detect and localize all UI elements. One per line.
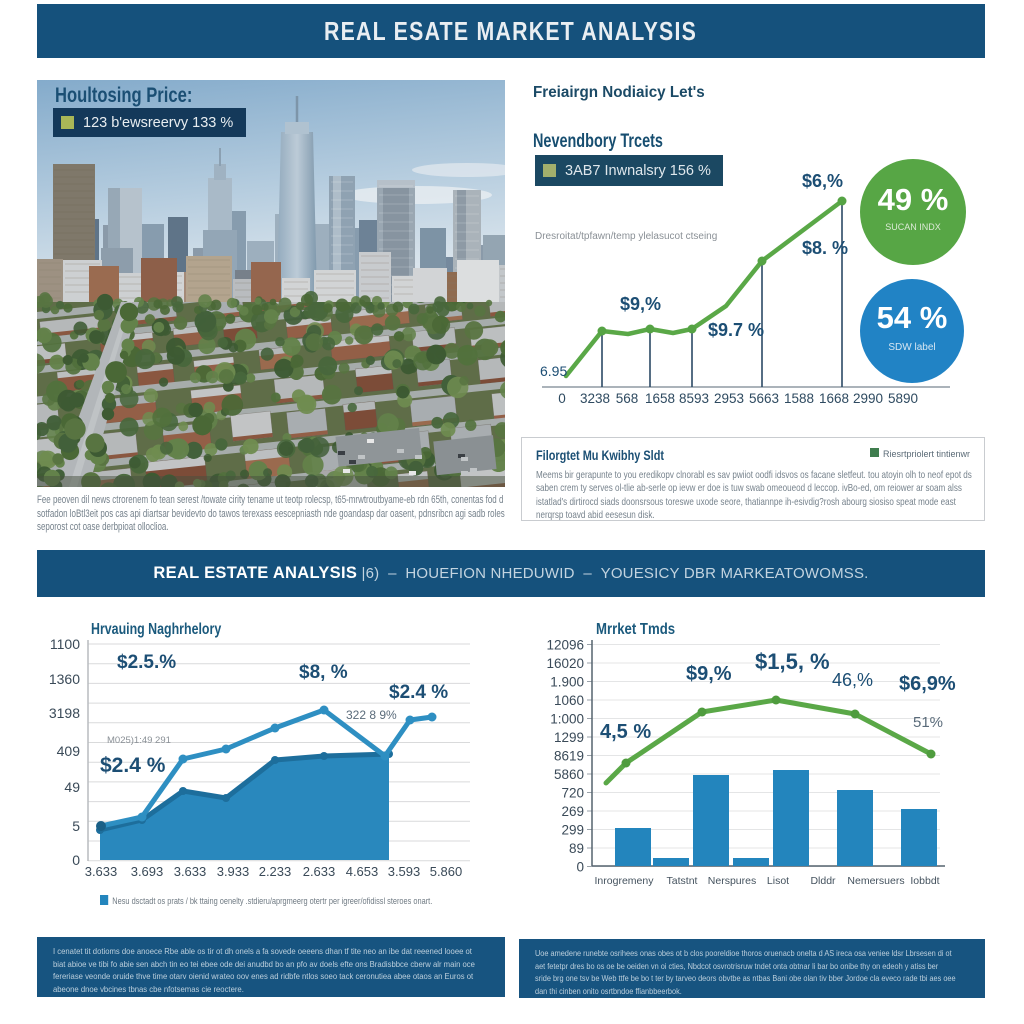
svg-text:3.693: 3.693 — [131, 864, 164, 879]
svg-text:3198: 3198 — [49, 705, 80, 721]
svg-text:0: 0 — [576, 860, 584, 875]
svg-text:4.653: 4.653 — [346, 864, 379, 879]
svg-text:8619: 8619 — [554, 749, 584, 764]
svg-text:299: 299 — [561, 823, 584, 838]
svg-text:568: 568 — [616, 391, 639, 406]
svg-text:1060: 1060 — [554, 693, 584, 708]
svg-text:5890: 5890 — [888, 391, 918, 406]
svg-text:Inrogremeny: Inrogremeny — [595, 875, 655, 887]
svg-text:3.593: 3.593 — [388, 864, 421, 879]
svg-text:1668: 1668 — [819, 391, 849, 406]
svg-text:1360: 1360 — [49, 671, 80, 687]
svg-text:269: 269 — [561, 804, 584, 819]
svg-text:Nemersuers: Nemersuers — [847, 875, 904, 887]
svg-text:2.233: 2.233 — [259, 864, 292, 879]
svg-text:720: 720 — [561, 786, 584, 801]
svg-text:409: 409 — [57, 743, 81, 759]
svg-text:1658: 1658 — [645, 391, 675, 406]
svg-text:89: 89 — [569, 841, 584, 856]
svg-text:1588: 1588 — [784, 391, 814, 406]
svg-text:5860: 5860 — [554, 767, 584, 782]
svg-text:16020: 16020 — [546, 656, 584, 671]
svg-text:Nerspures: Nerspures — [708, 875, 756, 887]
svg-text:8593: 8593 — [679, 391, 709, 406]
svg-text:5.860: 5.860 — [430, 864, 463, 879]
svg-text:12096: 12096 — [546, 638, 584, 653]
svg-text:3.633: 3.633 — [85, 864, 118, 879]
svg-text:2990: 2990 — [853, 391, 883, 406]
svg-text:49: 49 — [64, 779, 80, 795]
svg-text:Iobbdt: Iobbdt — [910, 875, 939, 887]
svg-text:Lisot: Lisot — [767, 875, 789, 887]
svg-text:1299: 1299 — [554, 730, 584, 745]
svg-text:1100: 1100 — [50, 636, 80, 652]
svg-text:1:000: 1:000 — [550, 712, 584, 727]
svg-text:3238: 3238 — [580, 391, 610, 406]
svg-text:5: 5 — [72, 818, 80, 834]
svg-text:3.633: 3.633 — [174, 864, 207, 879]
svg-text:5663: 5663 — [749, 391, 779, 406]
svg-text:3.933: 3.933 — [217, 864, 250, 879]
svg-text:2953: 2953 — [714, 391, 744, 406]
svg-text:1.900: 1.900 — [550, 675, 584, 690]
svg-text:0: 0 — [72, 852, 80, 868]
svg-text:Dlddr: Dlddr — [810, 875, 836, 887]
svg-text:Tatstnt: Tatstnt — [667, 875, 698, 887]
svg-text:0: 0 — [558, 391, 566, 406]
svg-text:2.633: 2.633 — [303, 864, 336, 879]
